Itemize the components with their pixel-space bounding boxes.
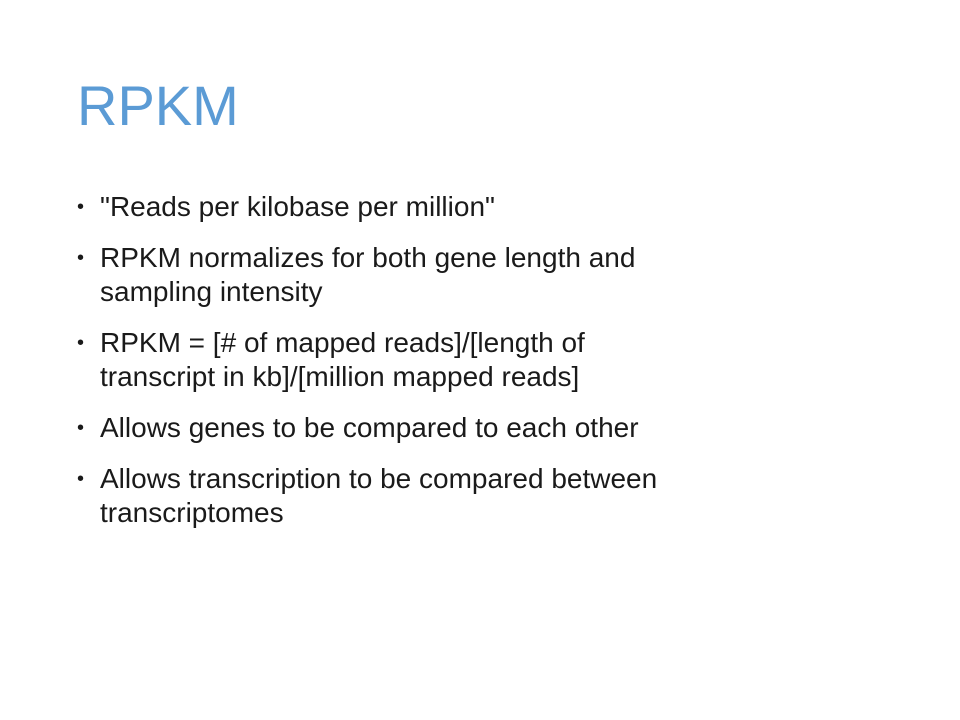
- slide-title: RPKM: [77, 74, 239, 137]
- bullet-item: • Allows transcription to be compared be…: [77, 462, 877, 530]
- bullet-text: "Reads per kilobase per million": [100, 191, 495, 222]
- bullet-icon: •: [77, 468, 85, 490]
- bullet-text: RPKM = [# of mapped reads]/[length of tr…: [100, 327, 585, 392]
- bullet-item: • Allows genes to be compared to each ot…: [77, 411, 877, 445]
- bullet-text: Allows transcription to be compared betw…: [100, 463, 658, 528]
- bullet-icon: •: [77, 417, 85, 439]
- bullet-icon: •: [77, 196, 85, 218]
- bullet-icon: •: [77, 247, 85, 269]
- bullet-item: • RPKM normalizes for both gene length a…: [77, 241, 877, 309]
- bullet-text: Allows genes to be compared to each othe…: [100, 412, 639, 443]
- bullet-item: • RPKM = [# of mapped reads]/[length of …: [77, 326, 877, 394]
- bullet-item: • "Reads per kilobase per million": [77, 190, 877, 224]
- bullet-text: RPKM normalizes for both gene length and…: [100, 242, 636, 307]
- bullet-list: • "Reads per kilobase per million" • RPK…: [77, 190, 877, 547]
- bullet-icon: •: [77, 332, 85, 354]
